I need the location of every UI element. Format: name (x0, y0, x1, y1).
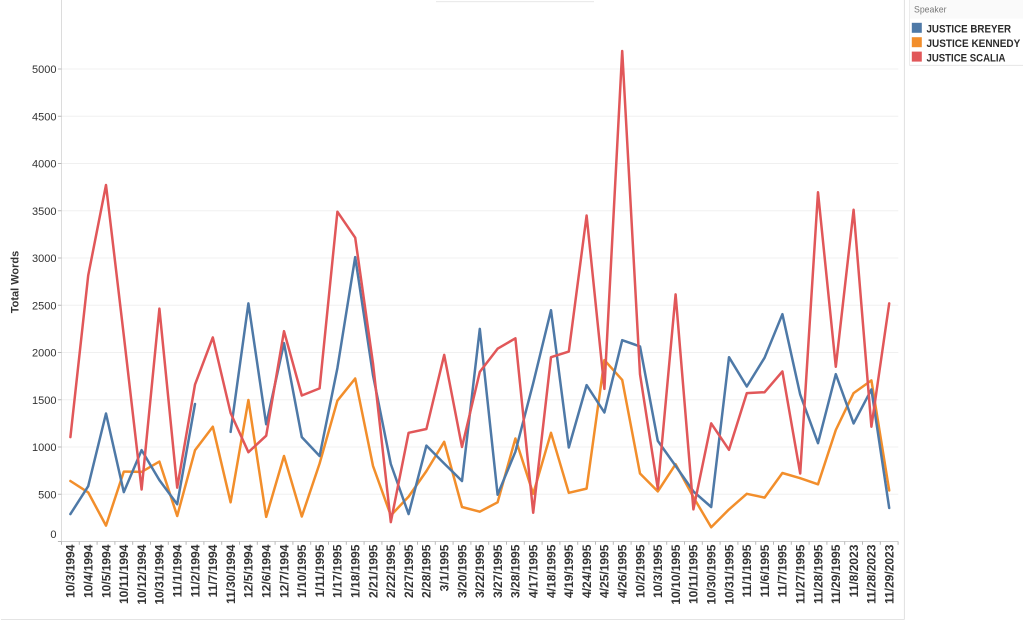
svg-text:4/18/1995: 4/18/1995 (544, 544, 558, 598)
svg-text:10/11/1995: 10/11/1995 (687, 544, 701, 604)
svg-text:3000: 3000 (32, 253, 56, 265)
svg-text:11/1/1994: 11/1/1994 (171, 544, 185, 597)
svg-text:5000: 5000 (32, 64, 56, 76)
svg-text:11/2/1994: 11/2/1994 (188, 544, 202, 597)
svg-text:3/22/1995: 3/22/1995 (473, 544, 487, 598)
svg-text:2500: 2500 (32, 300, 56, 312)
svg-text:4/25/1995: 4/25/1995 (598, 544, 612, 598)
svg-text:10/10/1995: 10/10/1995 (669, 544, 683, 604)
svg-text:11/30/1994: 11/30/1994 (224, 544, 238, 604)
svg-text:4/24/1995: 4/24/1995 (580, 544, 594, 598)
svg-text:2/28/1995: 2/28/1995 (420, 544, 434, 598)
svg-text:4500: 4500 (32, 111, 56, 123)
svg-text:1/18/1995: 1/18/1995 (349, 544, 363, 598)
svg-text:11/28/2023: 11/28/2023 (865, 544, 879, 604)
svg-text:Speaker: Speaker (914, 5, 947, 16)
svg-text:10/30/1995: 10/30/1995 (705, 544, 719, 604)
svg-text:4000: 4000 (32, 159, 56, 171)
svg-text:3/27/1995: 3/27/1995 (491, 544, 505, 598)
svg-text:10/3/1995: 10/3/1995 (651, 544, 665, 598)
svg-text:11/27/1995: 11/27/1995 (794, 544, 808, 604)
svg-text:JUSTICE BREYER: JUSTICE BREYER (927, 24, 1012, 36)
svg-text:1/11/1995: 1/11/1995 (313, 544, 327, 597)
svg-text:4/17/1995: 4/17/1995 (527, 544, 541, 598)
svg-text:12/7/1994: 12/7/1994 (277, 544, 291, 598)
svg-text:10/4/1994: 10/4/1994 (82, 544, 96, 598)
svg-text:10/5/1994: 10/5/1994 (99, 544, 113, 598)
svg-text:10/2/1995: 10/2/1995 (633, 544, 647, 598)
svg-text:10/11/1994: 10/11/1994 (117, 544, 131, 604)
svg-text:1500: 1500 (32, 395, 56, 407)
svg-text:10/12/1994: 10/12/1994 (135, 544, 149, 604)
svg-text:1/17/1995: 1/17/1995 (331, 544, 345, 598)
svg-text:11/28/1995: 11/28/1995 (811, 544, 825, 604)
svg-text:11/7/1995: 11/7/1995 (776, 544, 790, 597)
svg-text:0: 0 (50, 529, 56, 541)
svg-text:11/8/2023: 11/8/2023 (847, 544, 861, 597)
svg-text:11/29/1995: 11/29/1995 (829, 544, 843, 604)
svg-text:10/31/1994: 10/31/1994 (153, 544, 167, 604)
svg-text:11/1/1995: 11/1/1995 (740, 544, 754, 597)
svg-text:3/1/1995: 3/1/1995 (438, 544, 452, 591)
svg-text:11/6/1995: 11/6/1995 (758, 544, 772, 597)
svg-text:11/29/2023: 11/29/2023 (883, 544, 897, 604)
svg-text:1000: 1000 (32, 442, 56, 454)
svg-text:2/27/1995: 2/27/1995 (402, 544, 416, 598)
svg-text:500: 500 (38, 489, 56, 501)
svg-text:4/26/1995: 4/26/1995 (616, 544, 630, 598)
svg-text:2/21/1995: 2/21/1995 (366, 544, 380, 598)
svg-text:11/7/1994: 11/7/1994 (206, 544, 220, 597)
svg-text:10/3/1994: 10/3/1994 (64, 544, 78, 598)
svg-text:JUSTICE SCALIA: JUSTICE SCALIA (927, 52, 1006, 64)
svg-text:3/28/1995: 3/28/1995 (509, 544, 523, 598)
svg-text:12/5/1994: 12/5/1994 (242, 544, 256, 598)
svg-text:3/20/1995: 3/20/1995 (455, 544, 469, 598)
svg-text:2000: 2000 (32, 348, 56, 360)
svg-text:1/10/1995: 1/10/1995 (295, 544, 309, 598)
svg-text:JUSTICE KENNEDY: JUSTICE KENNEDY (927, 38, 1021, 50)
svg-text:4/19/1995: 4/19/1995 (562, 544, 576, 598)
svg-text:2/22/1995: 2/22/1995 (384, 544, 398, 598)
svg-text:3500: 3500 (32, 206, 56, 218)
svg-text:10/31/1995: 10/31/1995 (722, 544, 736, 604)
svg-text:Total Words: Total Words (10, 251, 22, 314)
svg-text:12/6/1994: 12/6/1994 (260, 544, 274, 598)
